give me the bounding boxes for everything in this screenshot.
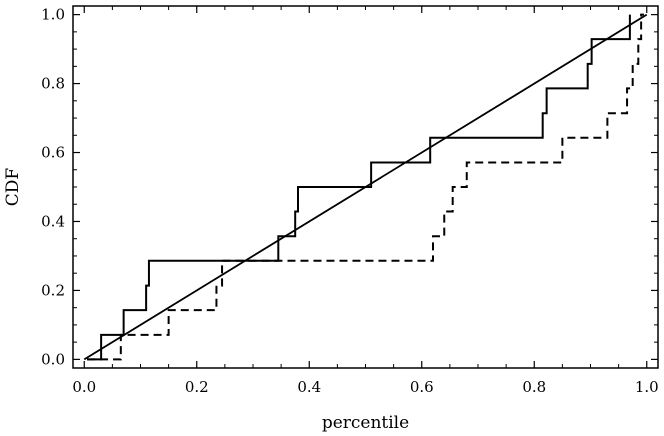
y-tick-label: 1.0	[41, 6, 65, 24]
series-line-3	[83, 13, 648, 361]
series-line-2	[87, 13, 644, 361]
y-tick-label: 0.2	[41, 281, 65, 299]
x-tick-label: 0.6	[410, 378, 434, 396]
x-tick-label: 0.2	[185, 378, 209, 396]
tick-layer: 0.0 0.2 0.4 0.6 0.8 1.0 0.0 0.2 0.4 0.6 0.8 1.0	[41, 6, 659, 396]
x-tick-label: 0.4	[297, 378, 321, 396]
x-tick-label: 0.8	[522, 378, 546, 396]
series-layer	[83, 13, 648, 361]
x-axis-label: percentile	[322, 413, 409, 433]
y-tick-label: 0.0	[41, 350, 65, 368]
y-tick-label: 0.6	[41, 144, 65, 162]
x-tick-label: 0.0	[72, 378, 96, 396]
y-tick-label: 0.4	[41, 212, 65, 230]
series-line-1	[87, 14, 631, 361]
y-axis-label: CDF	[3, 168, 23, 207]
x-tick-label: 1.0	[635, 378, 659, 396]
y-tick-label: 0.8	[41, 75, 65, 93]
